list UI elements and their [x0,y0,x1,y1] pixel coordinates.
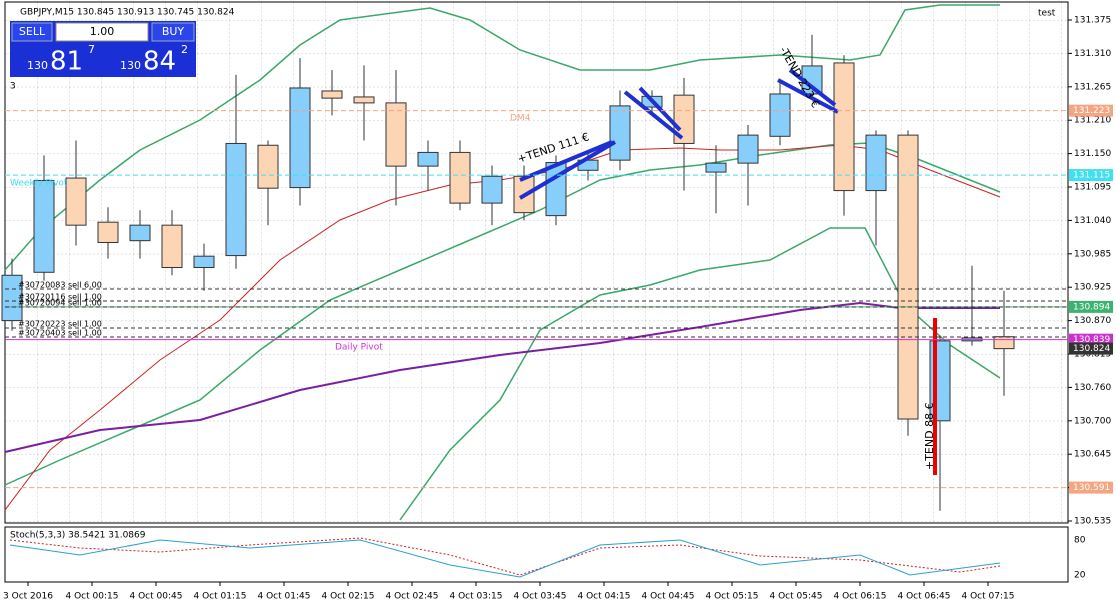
trade-arrows [518,68,839,200]
y-tick-label: 130.760 [1074,383,1111,393]
x-tick-label: 4 Oct 01:45 [258,592,311,602]
price-tag-label: 131.115 [1073,171,1110,181]
x-tick-label: 4 Oct 04:15 [578,592,631,602]
buy-label[interactable]: BUY [162,25,185,38]
x-tick-label: 4 Oct 02:15 [322,592,375,602]
x-tick-label: 4 Oct 04:45 [642,592,695,602]
x-tick-label: 4 Oct 01:15 [194,592,247,602]
x-tick-label: 4 Oct 06:15 [834,592,887,602]
candle-body [353,96,375,104]
candle-body [289,87,311,189]
candle-body [97,221,119,243]
price-tag-label: 130.839 [1073,335,1110,345]
price-tag [1069,300,1113,313]
y-tick-label: 131.095 [1074,183,1111,193]
stoch-label: Stoch(5,3,3) 38.5421 31.0869 [10,531,146,541]
price-tag [1069,104,1113,117]
price-tag [1069,169,1113,182]
order-label: #30720116 sell 1.00 [18,293,102,302]
candle-body [737,134,759,164]
candle-body [321,90,343,99]
price-tag [1069,481,1113,494]
stoch-level: 80 [1074,536,1086,546]
y-tick-label: 131.210 [1074,116,1111,126]
y-tick-label: 130.985 [1074,249,1111,259]
ask-frac: 2 [181,43,188,56]
candle-body [481,175,503,204]
y-tick-label: 130.535 [1074,517,1111,527]
candle-body [33,179,55,273]
candle-body [129,224,151,242]
y-tick-label: 131.265 [1074,82,1111,92]
candle-body [1,274,23,322]
sell-label[interactable]: SELL [19,25,46,38]
ask-big: 130 [120,59,141,72]
candle-body [609,105,631,161]
label: +TEND 88 € [923,402,936,470]
x-tick-label: 4 Oct 03:15 [450,592,503,602]
x-tick-label: 4 Oct 07:15 [962,592,1015,602]
label: Daily Pivot [335,343,383,353]
x-tick-label: 4 Oct 05:45 [770,592,823,602]
y-tick-label: 130.925 [1074,283,1111,293]
stoch-level: 20 [1074,571,1086,581]
window-index: 3 [10,82,16,92]
y-tick-label: 131.310 [1074,49,1111,59]
buy-button[interactable] [151,22,195,42]
x-tick-label: 4 Oct 03:45 [514,592,567,602]
candle-body [417,151,439,167]
y-tick-label: 130.700 [1074,416,1111,426]
candle-body [673,94,695,144]
bid-pips: 81 [50,47,83,77]
x-tick-label: 4 Oct 06:45 [898,592,951,602]
x-tick-label: 4 Oct 00:45 [130,592,183,602]
candle-body [385,102,407,167]
bid-frac: 7 [88,43,95,56]
candle-body [993,336,1015,350]
y-tick-label: 131.375 [1074,16,1111,26]
price-tag [1069,342,1113,355]
stoch-area [4,526,1069,583]
label: DM4 [510,114,531,124]
candle-body [833,62,855,192]
candles [1,34,1015,511]
candle-body [897,134,919,420]
candle-body [257,144,279,189]
candle-body [161,224,183,269]
x-tick-label: 4 Oct 02:45 [386,592,439,602]
candle-body [225,142,247,257]
order-label: #30720083 sell 6.00 [18,281,102,290]
trade-panel: SELL 1.00 BUY 130 81 7 130 84 2 [10,21,196,77]
candle-body [449,151,471,204]
y-tick-label: 131.040 [1074,216,1111,226]
price-tag-label: 130.894 [1073,302,1110,312]
candle-body [865,134,887,192]
candle-body [769,93,791,137]
order-label: #30720094 sell 1.00 [18,299,102,308]
label: Weekly Pivot [10,179,68,189]
y-tick-label: 131.150 [1074,149,1111,159]
candle-body [193,255,215,269]
sell-button[interactable] [11,22,53,42]
x-tick-label: 3 Oct 2016 [3,592,53,602]
ask-pips: 84 [143,47,176,77]
price-tag-label: 131.223 [1073,106,1110,116]
price-tag-label: 130.591 [1073,483,1110,493]
symbol-line: GBPJPY,M15 130.845 130.913 130.745 130.8… [20,8,235,18]
account: test [1038,9,1056,19]
candle-body [705,162,727,173]
x-tick-label: 4 Oct 00:15 [66,592,119,602]
price-tag-label: 130.824 [1073,344,1110,354]
order-label: #30720403 sell 1.00 [18,329,102,338]
y-tick-label: 130.870 [1074,316,1111,326]
bid-big: 130 [27,59,48,72]
y-tick-label: 130.645 [1074,450,1111,460]
lot-input[interactable] [55,22,149,42]
candle-body [65,177,87,226]
lot-value[interactable]: 1.00 [90,25,115,38]
x-tick-label: 4 Oct 05:15 [706,592,759,602]
order-label: #30720223 sell 1.00 [18,320,102,329]
